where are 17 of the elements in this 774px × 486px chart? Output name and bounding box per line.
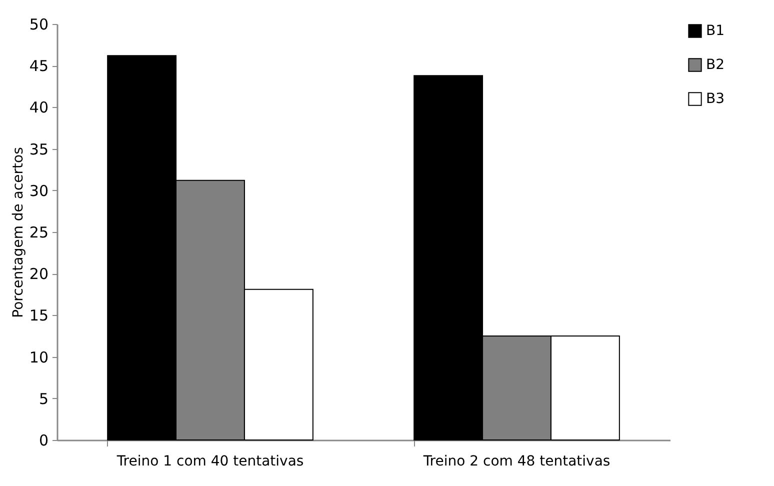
y-tick-label: 10 bbox=[29, 348, 48, 366]
y-tick-label: 15 bbox=[29, 306, 48, 325]
y-tick-label: 20 bbox=[29, 265, 48, 284]
y-tick-label: 40 bbox=[29, 98, 48, 117]
x-tick-label: Treino 1 com 40 tentativas bbox=[116, 454, 304, 470]
y-axis-title: Porcentagem de acertos bbox=[10, 147, 26, 318]
legend-label: B2 bbox=[706, 57, 725, 73]
x-tick-label: Treino 2 com 48 tentativas bbox=[422, 454, 610, 470]
y-tick-label: 35 bbox=[29, 140, 48, 158]
y-tick-label: 45 bbox=[29, 57, 48, 76]
y-tick-label: 50 bbox=[29, 16, 48, 34]
y-tick-label: 5 bbox=[38, 390, 48, 408]
legend-label: B3 bbox=[706, 91, 725, 107]
y-tick-label: 0 bbox=[38, 432, 48, 450]
y-tick-label: 30 bbox=[29, 182, 48, 200]
legend-label: B1 bbox=[706, 23, 725, 39]
y-tick-label: 25 bbox=[29, 224, 48, 242]
